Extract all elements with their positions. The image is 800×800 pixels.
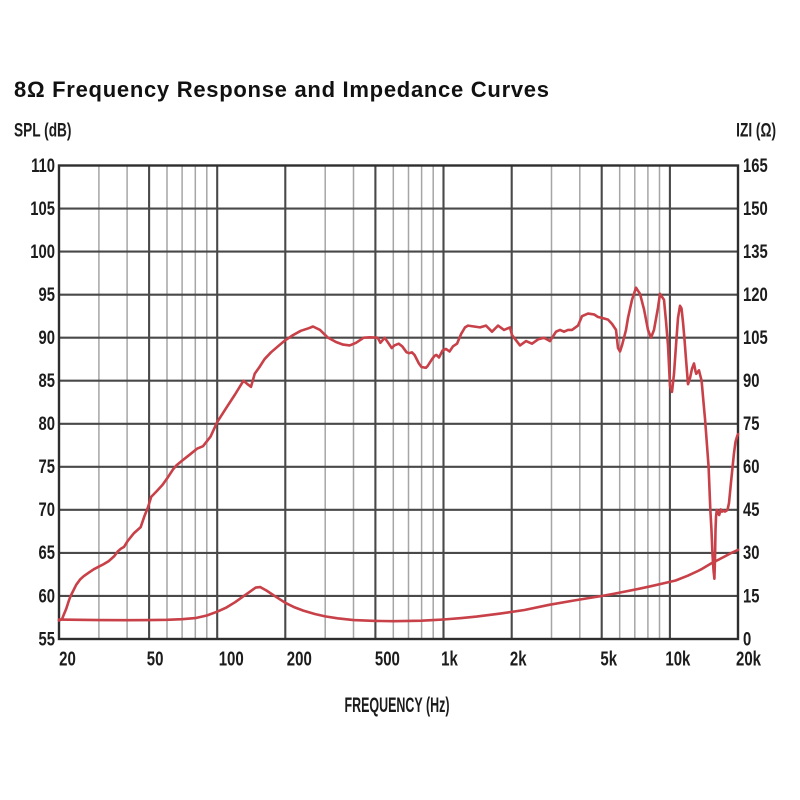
svg-text:100: 100 [30, 241, 55, 262]
svg-text:10k: 10k [665, 647, 690, 670]
svg-text:80: 80 [39, 413, 55, 434]
svg-text:45: 45 [743, 499, 759, 520]
svg-text:55: 55 [39, 629, 55, 650]
svg-text:20: 20 [59, 647, 76, 670]
svg-text:70: 70 [39, 499, 55, 520]
svg-text:15: 15 [743, 586, 759, 607]
svg-text:500: 500 [375, 647, 400, 670]
svg-text:165: 165 [743, 155, 768, 176]
svg-text:100: 100 [219, 647, 244, 670]
svg-text:200: 200 [287, 647, 312, 670]
svg-text:90: 90 [39, 327, 55, 348]
svg-text:30: 30 [743, 542, 759, 563]
svg-text:8Ω Frequency Response and Impe: 8Ω Frequency Response and Impedance Curv… [14, 77, 550, 102]
svg-text:75: 75 [39, 456, 55, 477]
svg-text:50: 50 [147, 647, 164, 670]
svg-text:5k: 5k [600, 647, 617, 670]
svg-text:60: 60 [743, 456, 759, 477]
svg-text:60: 60 [39, 586, 55, 607]
svg-text:1k: 1k [441, 647, 458, 670]
svg-text:120: 120 [743, 284, 768, 305]
svg-text:75: 75 [743, 413, 759, 434]
svg-text:IZI (Ω): IZI (Ω) [736, 119, 776, 141]
svg-text:95: 95 [39, 284, 55, 305]
svg-text:135: 135 [743, 241, 768, 262]
svg-text:20k: 20k [736, 647, 761, 670]
svg-text:2k: 2k [510, 647, 527, 670]
svg-text:0: 0 [743, 629, 751, 650]
svg-text:150: 150 [743, 198, 768, 219]
svg-text:FREQUENCY (Hz): FREQUENCY (Hz) [344, 692, 449, 716]
svg-text:105: 105 [743, 327, 768, 348]
svg-text:105: 105 [30, 198, 55, 219]
svg-text:110: 110 [31, 155, 55, 176]
svg-text:SPL (dB): SPL (dB) [14, 119, 71, 141]
svg-text:90: 90 [743, 370, 759, 391]
svg-text:85: 85 [39, 370, 55, 391]
svg-text:65: 65 [39, 542, 55, 563]
